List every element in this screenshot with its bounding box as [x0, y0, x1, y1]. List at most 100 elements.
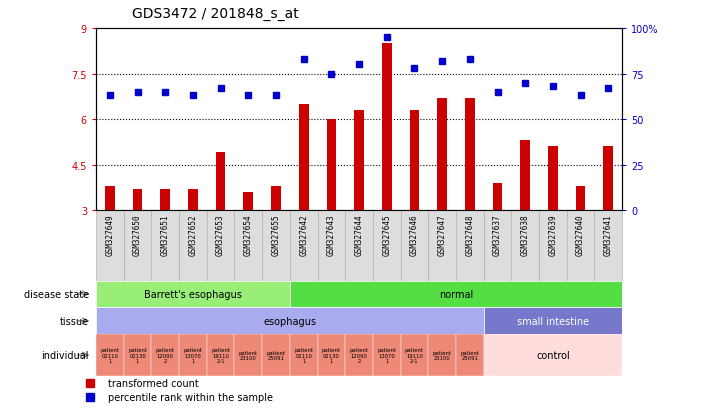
Text: patient
23100: patient 23100	[432, 350, 451, 361]
Text: tissue: tissue	[60, 316, 89, 326]
Bar	[456, 335, 483, 376]
Bar	[207, 335, 235, 376]
Text: GSM327653: GSM327653	[216, 214, 225, 256]
Text: patient
02130
1: patient 02130 1	[128, 347, 147, 363]
Bar	[428, 335, 456, 376]
Bar	[235, 335, 262, 376]
Bar	[262, 211, 290, 281]
Bar	[539, 211, 567, 281]
Bar	[151, 335, 179, 376]
Bar	[124, 211, 151, 281]
Bar	[410, 111, 419, 211]
Text: patient
12090
2: patient 12090 2	[156, 347, 175, 363]
Bar	[290, 211, 318, 281]
Bar	[493, 183, 503, 211]
Bar	[299, 104, 309, 211]
Text: GSM327645: GSM327645	[383, 214, 391, 256]
Text: GSM327647: GSM327647	[438, 214, 447, 256]
Bar	[290, 335, 318, 376]
Bar	[318, 211, 346, 281]
Text: patient
19110
2-1: patient 19110 2-1	[211, 347, 230, 363]
Text: patient
02110
1: patient 02110 1	[100, 347, 119, 363]
Text: esophagus: esophagus	[263, 316, 316, 326]
Bar	[428, 211, 456, 281]
Bar	[133, 190, 142, 211]
Text: individual: individual	[41, 350, 89, 360]
Bar	[290, 281, 622, 308]
Bar	[400, 211, 428, 281]
Bar	[373, 335, 400, 376]
Text: GSM327651: GSM327651	[161, 214, 170, 256]
Bar	[188, 190, 198, 211]
Text: GSM327648: GSM327648	[465, 214, 474, 256]
Bar	[437, 99, 447, 211]
Bar	[456, 211, 483, 281]
Text: small intestine: small intestine	[517, 316, 589, 326]
Bar	[483, 308, 622, 335]
Text: GSM327642: GSM327642	[299, 214, 308, 256]
Bar	[151, 211, 179, 281]
Text: GDS3472 / 201848_s_at: GDS3472 / 201848_s_at	[132, 7, 299, 21]
Text: GSM327640: GSM327640	[576, 214, 585, 256]
Text: patient
12090
2: patient 12090 2	[350, 347, 368, 363]
Bar	[243, 192, 253, 211]
Text: GSM327638: GSM327638	[520, 214, 530, 256]
Bar	[179, 335, 207, 376]
Bar	[124, 335, 151, 376]
Bar	[576, 186, 585, 211]
Text: GSM327650: GSM327650	[133, 214, 142, 256]
Bar	[161, 190, 170, 211]
Bar	[382, 44, 392, 211]
Text: control: control	[536, 350, 570, 360]
Text: GSM327649: GSM327649	[105, 214, 114, 256]
Bar	[207, 211, 235, 281]
Text: percentile rank within the sample: percentile rank within the sample	[109, 392, 274, 403]
Bar	[594, 211, 622, 281]
Text: GSM327643: GSM327643	[327, 214, 336, 256]
Text: GSM327644: GSM327644	[355, 214, 363, 256]
Bar	[235, 211, 262, 281]
Text: patient
13070
1: patient 13070 1	[183, 347, 203, 363]
Text: patient
23100: patient 23100	[239, 350, 258, 361]
Text: patient
25091: patient 25091	[460, 350, 479, 361]
Text: GSM327639: GSM327639	[548, 214, 557, 256]
Text: GSM327655: GSM327655	[272, 214, 280, 256]
Bar	[96, 281, 290, 308]
Bar	[179, 211, 207, 281]
Bar	[318, 335, 346, 376]
Text: GSM327637: GSM327637	[493, 214, 502, 256]
Text: GSM327654: GSM327654	[244, 214, 253, 256]
Text: patient
13070
1: patient 13070 1	[378, 347, 396, 363]
Bar	[354, 111, 364, 211]
Bar	[373, 211, 400, 281]
Text: patient
02110
1: patient 02110 1	[294, 347, 313, 363]
Bar	[483, 211, 511, 281]
Text: patient
19110
2-1: patient 19110 2-1	[405, 347, 424, 363]
Bar	[511, 211, 539, 281]
Text: GSM327652: GSM327652	[188, 214, 198, 256]
Text: normal: normal	[439, 289, 473, 299]
Text: patient
25091: patient 25091	[267, 350, 286, 361]
Text: GSM327641: GSM327641	[604, 214, 613, 256]
Bar	[262, 335, 290, 376]
Text: GSM327646: GSM327646	[410, 214, 419, 256]
Text: Barrett's esophagus: Barrett's esophagus	[144, 289, 242, 299]
Bar	[400, 335, 428, 376]
Bar	[346, 211, 373, 281]
Bar	[215, 153, 225, 211]
Bar	[346, 335, 373, 376]
Text: patient
02130
1: patient 02130 1	[322, 347, 341, 363]
Bar	[465, 99, 475, 211]
Bar	[271, 186, 281, 211]
Bar	[548, 147, 557, 211]
Bar	[96, 308, 483, 335]
Text: disease state: disease state	[23, 289, 89, 299]
Bar	[604, 147, 613, 211]
Bar	[326, 120, 336, 211]
Bar	[105, 186, 114, 211]
Bar	[520, 141, 530, 211]
Bar	[483, 335, 622, 376]
Bar	[567, 211, 594, 281]
Bar	[96, 211, 124, 281]
Bar	[96, 335, 124, 376]
